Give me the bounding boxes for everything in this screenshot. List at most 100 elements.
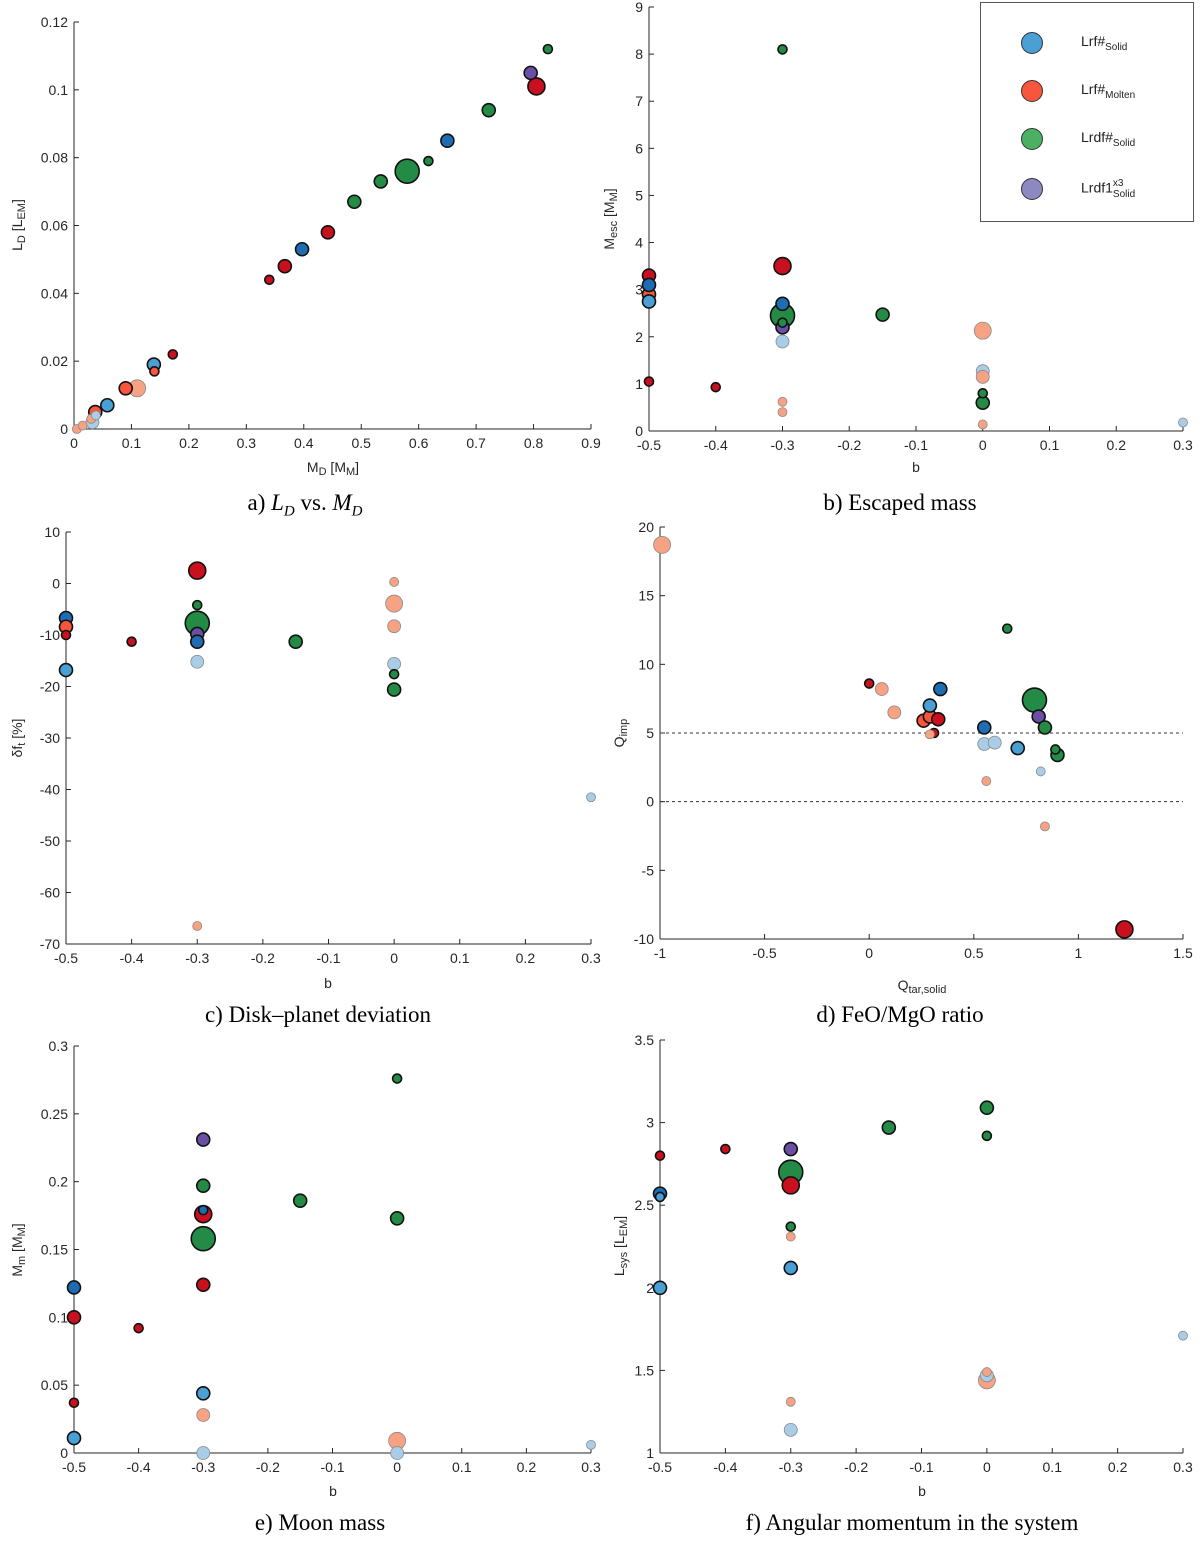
data-point-salmon (389, 577, 400, 587)
data-point-green (389, 1210, 405, 1226)
legend-marker (1021, 32, 1043, 54)
data-point-green (981, 1130, 993, 1142)
x-tick-label: 0.1 (1040, 437, 1060, 453)
data-point-salmon (385, 594, 404, 613)
data-point-dark-red (68, 1397, 80, 1409)
panel-e: -0.5 -0.4 -0.3 -0.2 -0.1 0 0.1 0.2 0.3 0 0.05 0.1 0.… (9, 1038, 601, 1499)
axis-label-part: [M (327, 459, 346, 475)
data-point-green (977, 388, 989, 399)
data-point-light-blue (775, 334, 790, 349)
y-tick-label: 2 (646, 1280, 654, 1296)
data-point-green (195, 1178, 211, 1194)
x-tick-label: 0.5 (351, 435, 371, 451)
legend-item-lrdf-solid: Lrdf#Solid (1021, 119, 1135, 159)
data-point-green (288, 634, 303, 649)
axis-label-part: ] (9, 1223, 25, 1227)
x-tick-label: -1 (654, 945, 667, 961)
data-point-green (191, 599, 203, 611)
x-tick-label: 0.4 (294, 435, 314, 451)
y-tick-label: 15 (638, 588, 654, 604)
y-tick-label: 0 (646, 794, 654, 810)
y-tick-label: 3.5 (635, 1032, 655, 1048)
data-point-green (373, 174, 389, 189)
data-point-dark-red (773, 256, 792, 276)
data-point-dark-red (781, 1176, 801, 1195)
axis-label-part: M (608, 192, 620, 201)
axis-label-part: ] (611, 1216, 627, 1220)
data-point-red-orange (118, 380, 133, 396)
data-point-mid-blue (58, 662, 74, 678)
axis-label-part: M (346, 466, 355, 478)
data-point-mid-blue (100, 397, 115, 413)
y-tick-label: 0 (52, 576, 60, 592)
y-tick-label: 10 (44, 524, 60, 540)
panel-b: -0.5 -0.4 -0.3 -0.2 -0.1 0 0.1 0.2 0.3 0 1 2 3 4 5 6 7 8 9… (601, 0, 1193, 475)
legend-marker (1021, 128, 1043, 150)
data-point-green (777, 44, 788, 55)
x-tick-label: 0.1 (122, 435, 142, 451)
data-point-light-blue (196, 1446, 211, 1460)
axis-label-part: L (9, 243, 25, 251)
data-point-green (1037, 720, 1053, 735)
x-tick-label: -0.3 (191, 1459, 215, 1475)
axis-label-part: b (918, 1483, 926, 1499)
caption-c: c) Disk–planet deviation (204, 1002, 432, 1027)
data-point-light-blue (783, 1422, 798, 1437)
data-point-mid-blue (195, 1386, 211, 1401)
y-axis-label: LD [LEM] (9, 199, 28, 251)
data-point-salmon (981, 776, 992, 786)
y-tick-label: 0.12 (41, 14, 68, 30)
data-point-salmon (196, 1408, 211, 1422)
data-point-light-blue (1178, 1330, 1188, 1341)
y-axis-label: Mm [MM] (9, 1223, 28, 1276)
x-tick-label: -0.2 (844, 1459, 868, 1475)
y-tick-label: -10 (40, 627, 60, 643)
x-tick-label: 0.3 (581, 950, 601, 966)
y-tick-label: 0.05 (41, 1377, 68, 1393)
x-tick-label: 0.3 (1173, 1459, 1193, 1475)
x-tick-label: 0.1 (452, 1459, 472, 1475)
data-point-light-blue (1178, 417, 1188, 428)
data-point-dark-blue (66, 1280, 82, 1295)
x-tick-label: -0.3 (770, 437, 794, 453)
x-tick-label: 0.3 (581, 1459, 601, 1475)
axis-label-part: [L (9, 219, 25, 235)
legend-label: Lrdf#Solid (1081, 129, 1136, 149)
y-tick-label: 0.25 (41, 1106, 68, 1122)
axis-label-part: [M (601, 201, 617, 220)
legend-marker (1021, 178, 1043, 200)
y-tick-label: 0.06 (41, 218, 68, 234)
data-point-dark-red (264, 274, 275, 286)
y-tick-label: -20 (40, 679, 60, 695)
x-tick-label: -0.3 (779, 1459, 803, 1475)
data-point-green (881, 1120, 897, 1135)
y-tick-label: 1.5 (635, 1362, 655, 1378)
data-point-salmon (785, 1396, 796, 1407)
y-tick-label: -60 (40, 885, 60, 901)
y-tick-label: 0.3 (49, 1038, 69, 1054)
data-point-green (785, 1221, 797, 1232)
data-point-mid-blue (652, 1280, 668, 1296)
y-tick-label: -70 (40, 936, 60, 952)
x-tick-label: 0.2 (517, 1459, 537, 1475)
data-point-dark-red (277, 258, 293, 274)
legend-item-lrf-solid: Lrf#Solid (1021, 23, 1127, 63)
data-point-dark-blue (933, 681, 948, 697)
data-point-green (394, 158, 420, 185)
x-tick-label: -0.5 (753, 945, 777, 961)
x-tick-label: 0.2 (1107, 437, 1127, 453)
data-point-salmon (1040, 821, 1050, 832)
y-tick-label: 8 (635, 46, 643, 62)
caption-b: b) Escaped mass (823, 490, 977, 515)
axis-label-part: [%] (9, 719, 25, 743)
y-axis-label: Mesc [MM] (601, 188, 620, 249)
data-point-salmon (777, 407, 788, 418)
y-tick-label: 0.2 (49, 1174, 69, 1190)
y-tick-label: 0.15 (41, 1242, 68, 1258)
y-tick-label: 0.04 (41, 285, 68, 301)
axis-label-part: imp (618, 719, 630, 737)
x-tick-label: -0.5 (637, 437, 661, 453)
panel-d: -1 -0.5 0 0.5 1 1.5-10-505101520Qtar,solidQim… (611, 519, 1193, 996)
y-tick-label: 6 (635, 140, 643, 156)
